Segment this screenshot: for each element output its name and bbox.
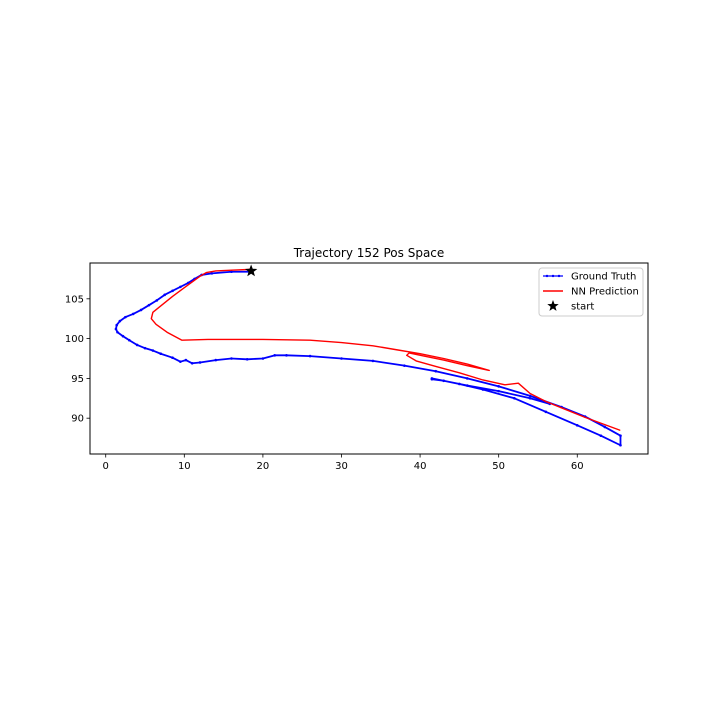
x-tick-label: 30 xyxy=(335,461,348,472)
axes-frame xyxy=(89,262,649,455)
ground-truth-point xyxy=(139,308,143,312)
x-tick-label: 40 xyxy=(414,461,427,472)
ground-truth-point xyxy=(116,330,119,334)
ground-truth-point xyxy=(198,361,202,364)
legend-label: NN Prediction xyxy=(571,287,639,298)
ground-truth-point xyxy=(544,410,548,414)
ground-truth-point xyxy=(124,315,127,319)
ground-truth-point xyxy=(214,358,218,362)
ground-truth-point xyxy=(465,377,469,380)
legend-items: Ground Truth NN Prediction start xyxy=(543,272,639,313)
legend-dot xyxy=(551,274,555,278)
ground-truth-point xyxy=(115,323,119,327)
ground-truth-point xyxy=(528,396,532,400)
ground-truth-point xyxy=(465,384,469,387)
plot-area: 0 10 20 30 40 50 60 90 95 100 105 xyxy=(65,262,649,472)
ground-truth-point xyxy=(147,303,151,307)
ground-truth-point xyxy=(163,293,166,297)
ground-truth-point xyxy=(434,369,438,373)
ground-truth-point xyxy=(171,356,174,360)
ground-truth-point xyxy=(575,424,579,427)
ground-truth-point xyxy=(135,343,139,347)
x-axis: 0 10 20 30 40 50 60 xyxy=(103,454,584,472)
y-tick-label: 100 xyxy=(65,334,84,345)
ground-truth-point xyxy=(210,272,214,275)
ground-truth-point xyxy=(121,334,125,338)
ground-truth-point xyxy=(497,389,500,393)
start-marker xyxy=(244,264,258,277)
ground-truth-point xyxy=(619,434,622,438)
ground-truth-point xyxy=(245,358,249,361)
ground-truth-point xyxy=(114,327,118,331)
x-tick-label: 10 xyxy=(178,461,191,472)
y-axis: 90 95 100 105 xyxy=(65,294,90,425)
legend-label: Ground Truth xyxy=(571,272,636,283)
legend: Ground Truth NN Prediction start xyxy=(538,267,644,317)
y-tick-label: 95 xyxy=(71,374,84,385)
ground-truth-point xyxy=(308,354,312,358)
ground-truth-point xyxy=(340,357,343,360)
ground-truth-point xyxy=(155,299,159,302)
ground-truth-point xyxy=(151,349,155,352)
series-line-nn-prediction xyxy=(150,268,621,431)
ground-truth-point xyxy=(184,358,188,362)
series-line-ground-truth xyxy=(115,270,622,447)
ground-truth-point xyxy=(285,354,288,357)
ground-truth-point xyxy=(273,354,276,357)
ground-truth-point xyxy=(599,434,603,438)
ground-truth-point xyxy=(159,352,163,356)
ground-truth-point xyxy=(128,338,131,342)
ground-truth-point xyxy=(179,360,182,363)
x-tick-label: 50 xyxy=(492,461,505,472)
ground-truth-point xyxy=(118,319,122,323)
ground-truth-point xyxy=(171,289,174,293)
legend-box xyxy=(538,267,644,317)
series-layer xyxy=(114,268,622,447)
ground-truth-point xyxy=(230,270,233,274)
legend-dot xyxy=(545,274,549,278)
ground-truth-point xyxy=(430,377,434,381)
ground-truth-point xyxy=(603,425,607,429)
ground-truth-point xyxy=(513,396,516,400)
x-tick-label: 0 xyxy=(103,461,109,472)
ground-truth-point xyxy=(442,379,445,383)
ground-truth-point xyxy=(403,364,406,367)
legend-dot xyxy=(557,274,561,278)
ground-truth-point xyxy=(528,394,532,398)
ground-truth-point xyxy=(230,357,233,360)
x-tick-label: 60 xyxy=(571,461,584,472)
ground-truth-point xyxy=(179,285,182,289)
ground-truth-point xyxy=(497,385,500,388)
ground-truth-point xyxy=(143,346,147,350)
x-tick-label: 20 xyxy=(257,461,270,472)
ground-truth-point xyxy=(481,388,485,391)
ground-truth-point xyxy=(190,361,194,365)
ground-truth-point xyxy=(131,312,135,316)
points-layer xyxy=(244,264,258,277)
ground-truth-point xyxy=(371,359,375,363)
ground-truth-point xyxy=(619,443,622,447)
legend-label: start xyxy=(571,302,594,313)
ground-truth-point xyxy=(261,357,265,360)
y-tick-label: 105 xyxy=(65,294,84,305)
y-tick-label: 90 xyxy=(71,414,84,425)
chart-title: Trajectory 152 Pos Space xyxy=(293,246,445,260)
legend-marker-start xyxy=(547,300,559,311)
ground-truth-point xyxy=(458,382,461,386)
